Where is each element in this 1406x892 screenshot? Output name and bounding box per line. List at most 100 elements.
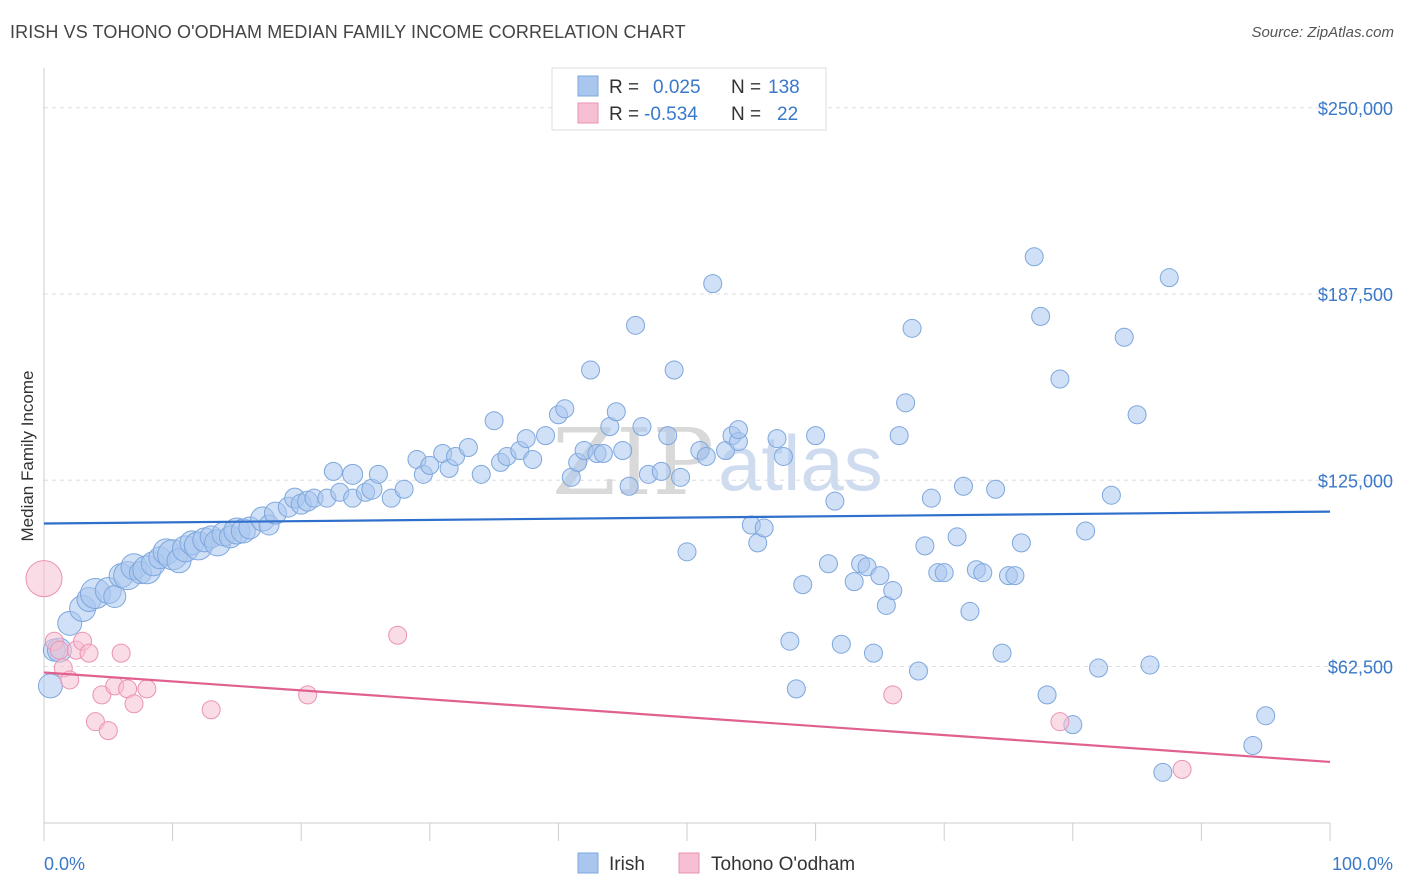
- legend: R = 0.025 N = 138 R = -0.534 N = 22: [551, 67, 827, 131]
- point-irish-72: [606, 402, 626, 422]
- point-tohono-12: [111, 643, 131, 663]
- point-irish-138: [1159, 268, 1179, 288]
- point-irish-114: [921, 488, 941, 508]
- legend-swatch-tohono: [577, 102, 599, 124]
- point-irish-116: [934, 563, 954, 583]
- point-irish-93: [767, 429, 787, 449]
- point-irish-42: [342, 463, 364, 485]
- point-irish-84: [696, 446, 716, 466]
- point-irish-134: [1101, 485, 1121, 505]
- point-irish-85: [703, 274, 723, 294]
- point-irish-112: [908, 661, 928, 681]
- point-irish-68: [581, 360, 601, 380]
- point-irish-128: [1031, 306, 1051, 326]
- bottom-legend-label-irish: Irish: [609, 854, 645, 875]
- bottom-legend-swatch-tohono: [678, 852, 700, 874]
- point-tohono-0: [25, 560, 63, 598]
- y-tick-label-1: $125,000: [1318, 471, 1393, 491]
- point-tohono-20: [1050, 712, 1070, 732]
- point-irish-82: [677, 542, 697, 562]
- point-irish-110: [896, 393, 916, 413]
- point-irish-62: [536, 426, 556, 446]
- trend-lines: [43, 510, 1331, 764]
- point-tohono-7: [79, 643, 99, 663]
- y-tick-label-0: $62,500: [1328, 658, 1393, 678]
- legend-n-value-tohono: 22: [777, 104, 798, 125]
- point-irish-119: [960, 601, 980, 621]
- point-irish-111: [902, 318, 922, 338]
- point-irish-64: [555, 399, 575, 419]
- point-irish-81: [671, 467, 691, 487]
- point-irish-101: [831, 634, 851, 654]
- point-irish-127: [1024, 247, 1044, 267]
- legend-swatch-irish: [577, 75, 599, 97]
- point-irish-139: [1243, 736, 1263, 756]
- data-points: [25, 247, 1276, 782]
- trend-line-tohono: [43, 671, 1331, 764]
- point-irish-130: [1050, 369, 1070, 389]
- point-irish-98: [806, 426, 826, 446]
- bottom-legend-swatch-irish: [577, 852, 599, 874]
- point-irish-97: [793, 575, 813, 595]
- point-irish-78: [651, 461, 671, 481]
- point-irish-56: [484, 411, 504, 431]
- point-tohono-16: [201, 700, 221, 720]
- legend-n-label-irish: N =: [731, 77, 761, 98]
- point-tohono-18: [388, 625, 408, 645]
- trend-line-irish: [43, 510, 1331, 525]
- point-tohono-17: [298, 685, 318, 705]
- point-irish-113: [915, 536, 935, 556]
- y-tick-label-3: $250,000: [1318, 99, 1393, 119]
- point-irish-92: [754, 518, 774, 538]
- bottom-legend-label-tohono: Tohono O'odham: [711, 854, 855, 875]
- point-irish-126: [1011, 533, 1031, 553]
- point-irish-80: [664, 360, 684, 380]
- point-irish-79: [658, 426, 678, 446]
- point-irish-95: [780, 631, 800, 651]
- point-irish-55: [471, 464, 491, 484]
- point-irish-102: [844, 572, 864, 592]
- point-irish-129: [1037, 685, 1057, 705]
- point-irish-61: [523, 449, 543, 469]
- point-irish-109: [889, 426, 909, 446]
- point-irish-75: [626, 315, 646, 335]
- point-tohono-21: [1172, 759, 1192, 779]
- point-irish-122: [986, 479, 1006, 499]
- point-irish-105: [863, 643, 883, 663]
- point-irish-133: [1089, 658, 1109, 678]
- legend-r-label-tohono: R =: [609, 104, 639, 125]
- legend-r-value-irish: 0.025: [653, 77, 701, 98]
- point-tohono-15: [137, 679, 157, 699]
- point-irish-135: [1114, 327, 1134, 347]
- point-irish-47: [394, 479, 414, 499]
- point-irish-54: [458, 438, 478, 458]
- legend-r-value-tohono: -0.534: [644, 104, 698, 125]
- grid-lines: [44, 107, 1395, 668]
- point-irish-117: [947, 527, 967, 547]
- point-irish-141: [1153, 762, 1173, 782]
- axes: [43, 68, 1331, 841]
- point-irish-137: [1140, 655, 1160, 675]
- point-irish-132: [1076, 521, 1096, 541]
- y-axis-title: Median Family Income: [18, 370, 37, 541]
- point-irish-140: [1256, 706, 1276, 726]
- point-irish-76: [632, 417, 652, 437]
- point-irish-89: [728, 420, 748, 440]
- legend-n-value-irish: 138: [768, 77, 800, 98]
- point-irish-100: [825, 491, 845, 511]
- point-irish-94: [773, 446, 793, 466]
- point-irish-74: [619, 476, 639, 496]
- chart-title: IRISH VS TOHONO O'ODHAM MEDIAN FAMILY IN…: [10, 22, 686, 42]
- bottom-legend: Irish Tohono O'odham: [577, 852, 855, 875]
- point-irish-123: [992, 643, 1012, 663]
- point-irish-45: [368, 464, 388, 484]
- point-irish-0: [37, 673, 63, 699]
- point-irish-106: [870, 566, 890, 586]
- point-irish-121: [973, 563, 993, 583]
- point-irish-99: [818, 554, 838, 574]
- legend-r-label-irish: R =: [609, 77, 639, 98]
- point-irish-125: [1005, 566, 1025, 586]
- point-irish-136: [1127, 405, 1147, 425]
- chart-source: Source: ZipAtlas.com: [1251, 24, 1394, 41]
